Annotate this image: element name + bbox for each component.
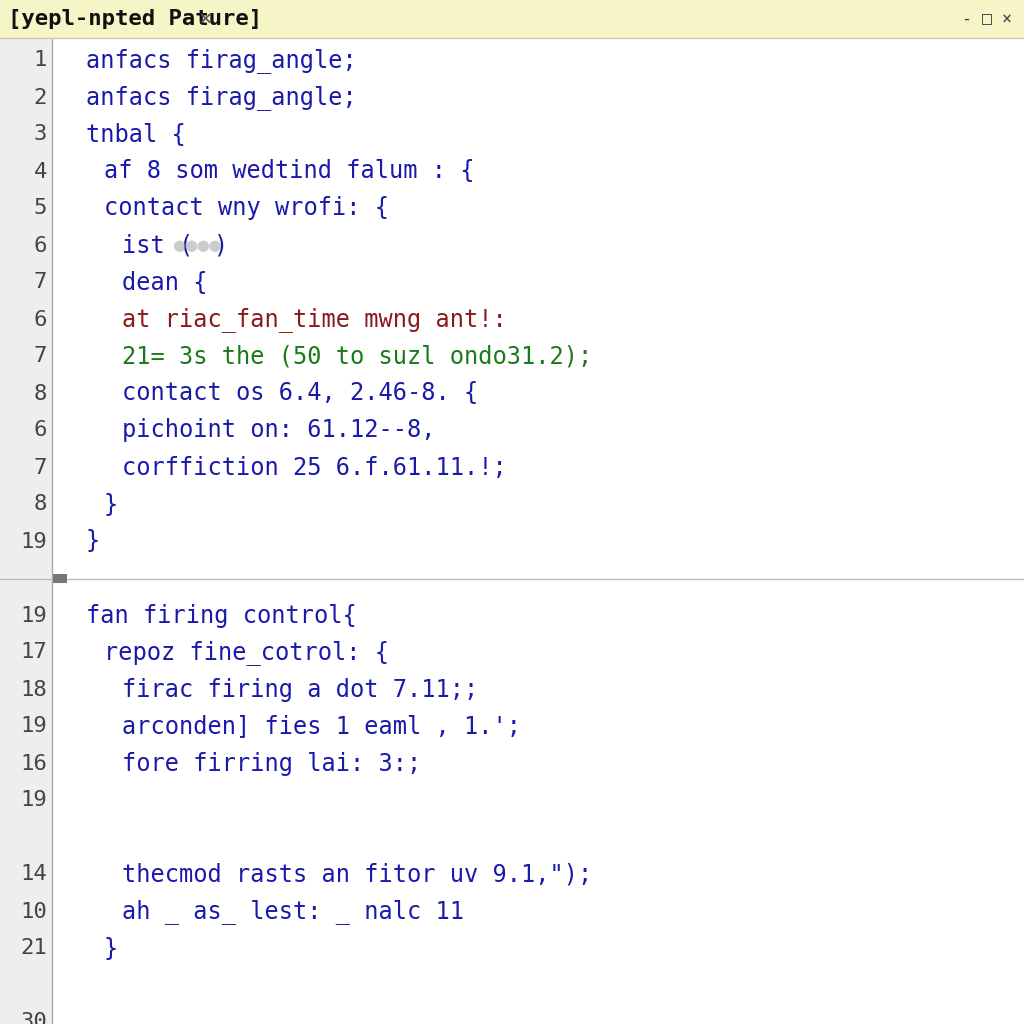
Text: 16: 16	[20, 754, 47, 773]
Text: ×: ×	[199, 9, 212, 29]
Text: 19: 19	[20, 791, 47, 811]
Text: 19: 19	[20, 605, 47, 626]
Bar	[0, 0, 1024, 38]
Text: 19: 19	[20, 531, 47, 552]
Text: tnbal {: tnbal {	[86, 123, 185, 146]
Text: corffiction 25 6.f.61.11.!;: corffiction 25 6.f.61.11.!;	[122, 456, 507, 479]
Text: 6: 6	[34, 421, 47, 440]
Text: pichoint on: 61.12--8,: pichoint on: 61.12--8,	[122, 419, 435, 442]
Text: 5: 5	[34, 199, 47, 218]
Text: }: }	[104, 493, 118, 516]
Text: 21= 3s the (50 to suzl ondo31.2);: 21= 3s the (50 to suzl ondo31.2);	[122, 344, 592, 369]
Text: 7: 7	[34, 346, 47, 367]
Text: 14: 14	[20, 864, 47, 885]
Text: 6: 6	[34, 309, 47, 330]
Text: 30: 30	[20, 1013, 47, 1024]
Text: 3: 3	[34, 125, 47, 144]
Text: ): )	[213, 233, 227, 257]
Text: 18: 18	[20, 680, 47, 699]
Text: af 8 som wedtind falum : {: af 8 som wedtind falum : {	[104, 160, 474, 183]
Text: 19: 19	[20, 717, 47, 736]
Text: ist (: ist (	[122, 233, 194, 257]
Text: repoz fine_cotrol: {: repoz fine_cotrol: {	[104, 640, 389, 665]
Text: firac firing a dot 7.11;;: firac firing a dot 7.11;;	[122, 678, 478, 701]
Bar	[0, 38, 52, 1024]
Text: fore firring lai: 3:;: fore firring lai: 3:;	[122, 752, 421, 775]
Text: 2: 2	[34, 87, 47, 108]
Text: [yepl-npted Pature]: [yepl-npted Pature]	[8, 9, 262, 29]
Text: 21: 21	[20, 939, 47, 958]
Text: arconden] fies 1 eaml , 1.';: arconden] fies 1 eaml , 1.';	[122, 715, 521, 738]
Text: ●●●●: ●●●●	[173, 236, 220, 255]
Text: - □ ×: - □ ×	[962, 10, 1012, 28]
Text: contact os 6.4, 2.46-8. {: contact os 6.4, 2.46-8. {	[122, 382, 478, 406]
Text: }: }	[86, 529, 100, 554]
Text: contact wny wrofi: {: contact wny wrofi: {	[104, 197, 389, 220]
Text: 8: 8	[34, 495, 47, 514]
Bar	[53, 574, 67, 583]
Text: 17: 17	[20, 642, 47, 663]
Text: ah _ as_ lest: _ nalc 11: ah _ as_ lest: _ nalc 11	[122, 899, 464, 924]
Text: }: }	[104, 937, 118, 961]
Text: at riac_fan_time mwng ant!:: at riac_fan_time mwng ant!:	[122, 307, 507, 332]
Text: 7: 7	[34, 458, 47, 477]
Text: 10: 10	[20, 901, 47, 922]
Text: 1: 1	[34, 50, 47, 71]
Text: fan firing control{: fan firing control{	[86, 603, 356, 628]
Text: 6: 6	[34, 236, 47, 256]
Text: 7: 7	[34, 272, 47, 293]
Text: 8: 8	[34, 384, 47, 403]
Text: anfacs firag_angle;: anfacs firag_angle;	[86, 85, 356, 110]
Text: dean {: dean {	[122, 270, 208, 295]
Text: anfacs firag_angle;: anfacs firag_angle;	[86, 48, 356, 73]
Text: thecmod rasts an fitor uv 9.1,");: thecmod rasts an fitor uv 9.1,");	[122, 862, 592, 887]
Text: 4: 4	[34, 162, 47, 181]
